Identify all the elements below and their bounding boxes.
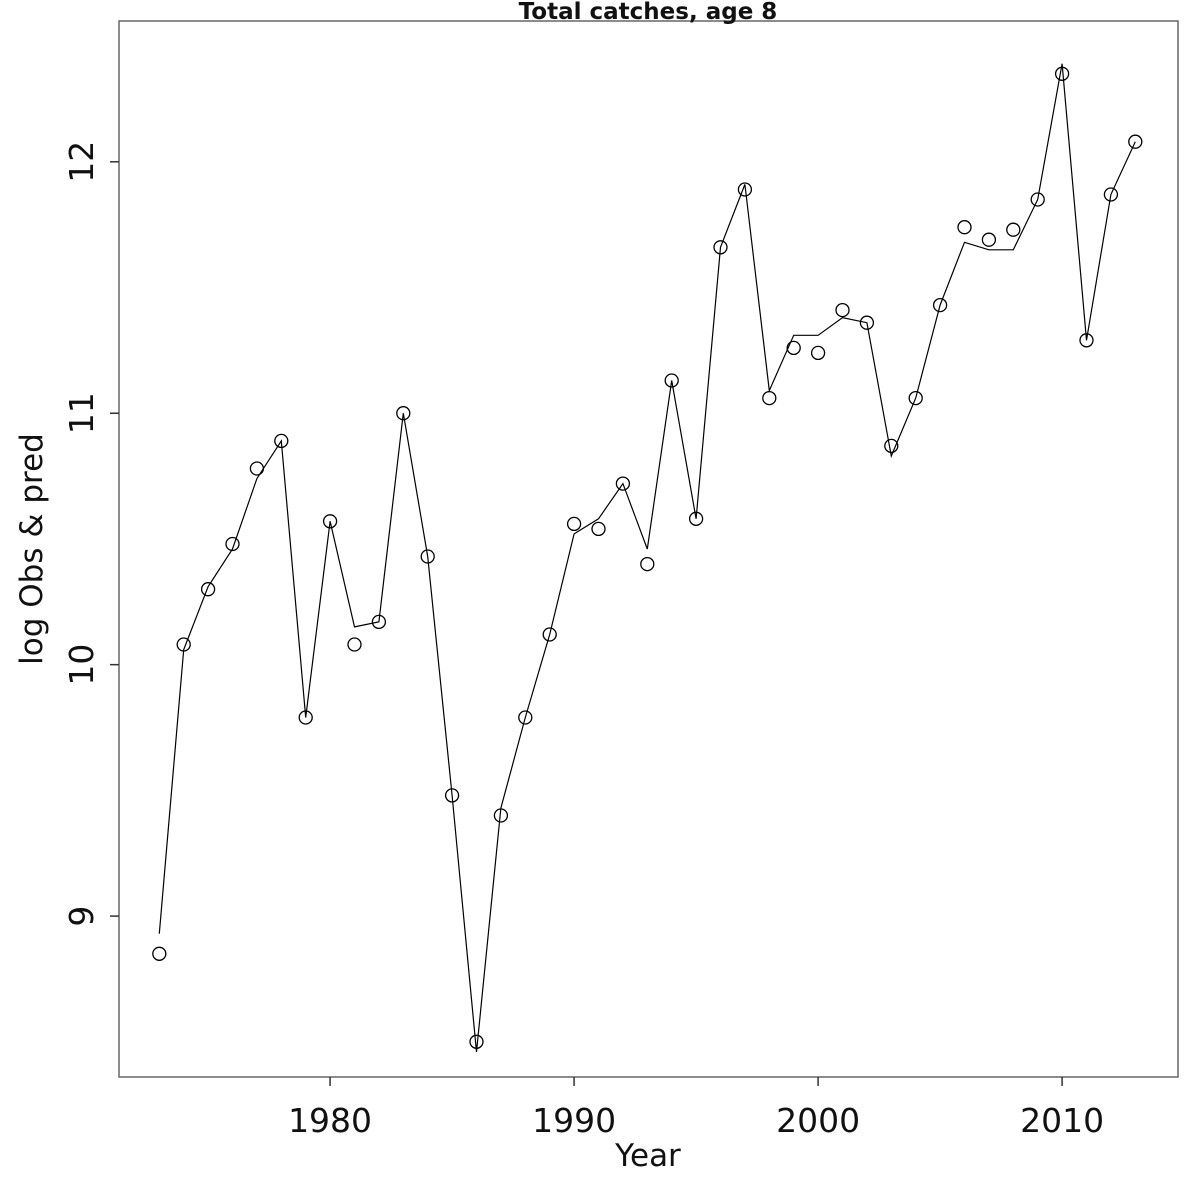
- obs-point: [1103, 187, 1119, 202]
- obs-point: [566, 516, 582, 532]
- obs-point: [591, 521, 606, 537]
- obs-point: [322, 514, 338, 529]
- data-layer: [152, 63, 1143, 1052]
- obs-point: [835, 302, 850, 318]
- obs-point: [200, 582, 216, 597]
- obs-point: [420, 549, 435, 564]
- obs-point: [762, 390, 777, 406]
- y-tick-label: 11: [62, 392, 101, 434]
- obs-point: [1030, 192, 1045, 207]
- obs-point: [859, 315, 875, 330]
- obs-point: [1006, 222, 1021, 237]
- x-tick-label: 2000: [776, 1101, 860, 1140]
- obs-point: [615, 476, 631, 491]
- axis-ticks: 1980 1990 2000 2010 9 10 11 12: [62, 141, 1104, 1140]
- chart-title: Total catches, age 8: [519, 0, 778, 25]
- obs-point: [737, 182, 753, 197]
- y-tick-label: 9: [62, 906, 101, 927]
- obs-point: [396, 406, 411, 421]
- obs-point: [664, 373, 679, 388]
- obs-point: [152, 946, 167, 961]
- obs-point: [542, 627, 557, 642]
- y-tick-label: 10: [62, 644, 101, 686]
- x-tick-label: 1980: [288, 1101, 372, 1140]
- obs-point: [786, 340, 801, 356]
- obs-point: [347, 637, 362, 652]
- obs-point: [225, 536, 240, 552]
- obs-point: [518, 710, 533, 725]
- obs-point: [932, 297, 948, 313]
- pred-line: [158, 63, 1136, 1052]
- obs-point: [810, 345, 826, 361]
- obs-point: [957, 220, 972, 235]
- obs-point: [640, 556, 655, 572]
- obs-point: [884, 438, 899, 454]
- obs-point: [981, 232, 997, 247]
- y-tick-label: 12: [62, 141, 101, 183]
- obs-point: [249, 461, 265, 476]
- obs-point: [1128, 134, 1143, 149]
- y-axis-label: log Obs & pred: [14, 433, 50, 665]
- obs-point: [371, 614, 387, 630]
- obs-point: [908, 390, 923, 406]
- x-tick-label: 2010: [1020, 1101, 1104, 1140]
- x-tick-label: 1990: [532, 1101, 616, 1140]
- plot-border: [118, 20, 1179, 1078]
- x-axis-label: Year: [614, 1138, 681, 1174]
- obs-point: [444, 788, 460, 803]
